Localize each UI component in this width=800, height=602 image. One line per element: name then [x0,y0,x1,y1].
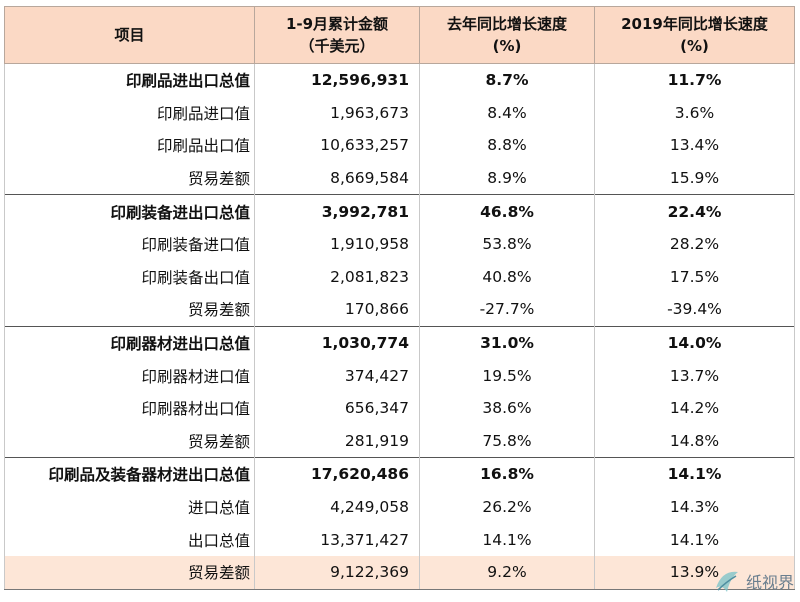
row-yoy: 53.8% [419,227,595,261]
row-name: 印刷品及装备器材进出口总值 [4,457,255,491]
row-name: 印刷品进出口总值 [4,62,255,97]
header-yoy: 去年同比增长速度 (%) [419,6,595,64]
row-amount: 9,122,369 [254,555,420,590]
row-2019: 14.3% [594,490,795,524]
row-2019: 11.7% [594,62,795,97]
row-amount: 374,427 [254,359,420,392]
row-amount: 281,919 [254,424,420,458]
row-yoy: -27.7% [419,293,595,327]
row-amount: 3,992,781 [254,194,420,228]
trade-table: 项目 1-9月累计金额 （千美元） 去年同比增长速度 (%) 2019年同比增长… [4,6,795,590]
header-2019-line1: 2019年同比增长速度 [621,15,768,33]
header-2019: 2019年同比增长速度 (%) [594,6,795,64]
header-2019-line2: (%) [680,37,709,55]
row-amount: 10,633,257 [254,129,420,162]
header-yoy-line2: (%) [492,37,522,55]
table-row: 印刷装备进出口总值 3,992,781 46.8% 22.4% [4,194,795,228]
row-amount: 13,371,427 [254,523,420,556]
row-name: 印刷品进口值 [4,96,255,130]
row-amount: 4,249,058 [254,490,420,524]
header-amount-line2: （千美元） [299,37,375,55]
header-item: 项目 [4,6,255,64]
row-name: 贸易差额 [4,555,255,590]
table-row: 印刷装备出口值 2,081,823 40.8% 17.5% [4,260,795,294]
row-amount: 1,910,958 [254,227,420,261]
row-amount: 12,596,931 [254,62,420,97]
header-amount: 1-9月累计金额 （千美元） [254,6,420,64]
row-name: 印刷装备进口值 [4,227,255,261]
row-yoy: 75.8% [419,424,595,458]
watermark: 纸视界 [712,566,794,596]
row-yoy: 31.0% [419,325,595,360]
row-2019: 14.2% [594,391,795,425]
row-amount: 1,963,673 [254,96,420,130]
row-amount: 170,866 [254,293,420,327]
table-row: 印刷品进出口总值 12,596,931 8.7% 11.7% [4,62,795,97]
watermark-logo-icon [715,571,738,592]
row-yoy: 19.5% [419,359,595,392]
row-yoy: 38.6% [419,391,595,425]
row-2019: 13.4% [594,129,795,162]
row-2019: 14.1% [594,523,795,556]
row-2019: 14.1% [594,457,795,491]
table-row: 出口总值 13,371,427 14.1% 14.1% [4,523,795,556]
table-row: 印刷器材出口值 656,347 38.6% 14.2% [4,391,795,425]
row-name: 印刷品出口值 [4,129,255,162]
row-name: 贸易差额 [4,293,255,327]
row-name: 印刷器材进出口总值 [4,325,255,360]
row-name: 贸易差额 [4,161,255,195]
row-2019: 17.5% [594,260,795,294]
row-amount: 2,081,823 [254,260,420,294]
header-row: 项目 1-9月累计金额 （千美元） 去年同比增长速度 (%) 2019年同比增长… [4,6,795,64]
table-row: 印刷器材进口值 374,427 19.5% 13.7% [4,359,795,392]
row-2019: 28.2% [594,227,795,261]
row-amount: 656,347 [254,391,420,425]
row-yoy: 8.8% [419,129,595,162]
row-name: 印刷器材进口值 [4,359,255,392]
row-yoy: 9.2% [419,555,595,590]
table-row: 贸易差额 281,919 75.8% 14.8% [4,424,795,458]
row-2019: 14.0% [594,325,795,360]
row-yoy: 8.7% [419,62,595,97]
table-row: 印刷品进口值 1,963,673 8.4% 3.6% [4,96,795,130]
row-amount: 17,620,486 [254,457,420,491]
row-name: 印刷装备出口值 [4,260,255,294]
row-yoy: 14.1% [419,523,595,556]
row-name: 印刷器材出口值 [4,391,255,425]
header-yoy-line1: 去年同比增长速度 [446,15,567,33]
table-row: 贸易差额 9,122,369 9.2% 13.9% [4,555,795,590]
row-name: 出口总值 [4,523,255,556]
row-yoy: 46.8% [419,194,595,228]
row-yoy: 26.2% [419,490,595,524]
row-2019: 13.7% [594,359,795,392]
table-row: 进口总值 4,249,058 26.2% 14.3% [4,490,795,524]
table-row: 贸易差额 8,669,584 8.9% 15.9% [4,161,795,195]
row-2019: 22.4% [594,194,795,228]
table-row: 印刷品及装备器材进出口总值 17,620,486 16.8% 14.1% [4,457,795,491]
table-row: 印刷装备进口值 1,910,958 53.8% 28.2% [4,227,795,261]
row-name: 进口总值 [4,490,255,524]
row-2019: -39.4% [594,293,795,327]
row-amount: 8,669,584 [254,161,420,195]
table-row: 印刷品出口值 10,633,257 8.8% 13.4% [4,129,795,162]
row-2019: 15.9% [594,161,795,195]
header-amount-line1: 1-9月累计金额 [285,15,389,33]
row-yoy: 40.8% [419,260,595,294]
row-yoy: 8.4% [419,96,595,130]
watermark-text: 纸视界 [745,573,794,592]
row-2019: 13.9% [594,555,795,590]
row-amount: 1,030,774 [254,325,420,360]
row-2019: 14.8% [594,424,795,458]
table-row: 印刷器材进出口总值 1,030,774 31.0% 14.0% [4,325,795,360]
table-row: 贸易差额 170,866 -27.7% -39.4% [4,293,795,327]
row-yoy: 8.9% [419,161,595,195]
row-2019: 3.6% [594,96,795,130]
row-yoy: 16.8% [419,457,595,491]
row-name: 贸易差额 [4,424,255,458]
row-name: 印刷装备进出口总值 [4,194,255,228]
